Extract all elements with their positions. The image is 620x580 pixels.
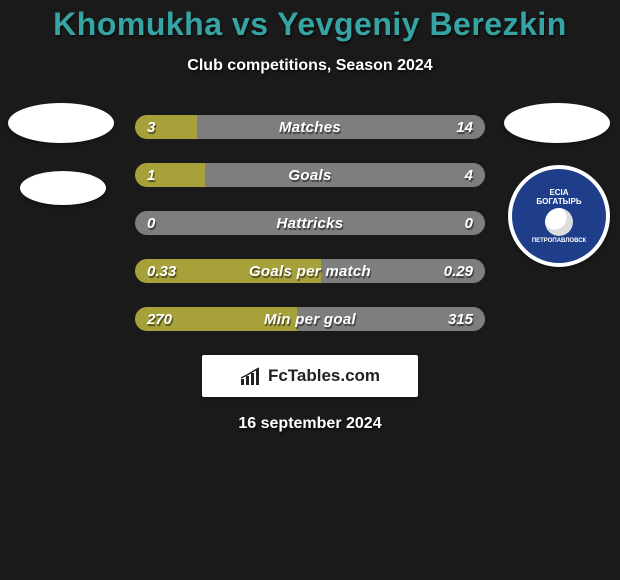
right-ellipse-1 bbox=[504, 103, 610, 143]
attribution-text: FcTables.com bbox=[268, 366, 380, 386]
club-badge: ECIA БОГАТЫРЬ ПЕТРОПАВЛОВСК bbox=[508, 165, 610, 267]
player-right-name: Yevgeniy Berezkin bbox=[277, 6, 567, 42]
comparison-area: 314Matches 14Goals 00Hattricks 0.330.29Goal… bbox=[0, 115, 620, 331]
page-title: Khomukha vs Yevgeniy Berezkin bbox=[0, 0, 620, 43]
player-left-name: Khomukha bbox=[53, 6, 222, 42]
attribution-box: FcTables.com bbox=[202, 355, 418, 397]
stat-row: 270315Min per goal bbox=[135, 307, 485, 331]
stat-label: Hattricks bbox=[135, 211, 485, 235]
stat-row: 314Matches bbox=[135, 115, 485, 139]
club-badge-text-bottom: ПЕТРОПАВЛОВСК bbox=[532, 238, 586, 244]
soccer-ball-icon bbox=[545, 208, 573, 236]
left-ellipse-1 bbox=[8, 103, 114, 143]
bars-rising-icon bbox=[240, 366, 262, 386]
stat-row: 14Goals bbox=[135, 163, 485, 187]
right-side-column: ECIA БОГАТЫРЬ ПЕТРОПАВЛОВСК bbox=[502, 103, 610, 267]
left-side-column bbox=[8, 103, 116, 205]
stat-label: Min per goal bbox=[135, 307, 485, 331]
stat-row: 00Hattricks bbox=[135, 211, 485, 235]
stat-label: Matches bbox=[135, 115, 485, 139]
stat-row: 0.330.29Goals per match bbox=[135, 259, 485, 283]
footer-date: 16 september 2024 bbox=[0, 415, 620, 433]
vs-separator: vs bbox=[232, 6, 277, 42]
comparison-bars: 314Matches 14Goals 00Hattricks 0.330.29Goal… bbox=[135, 115, 485, 331]
stat-label: Goals per match bbox=[135, 259, 485, 283]
club-badge-text-top: ECIA bbox=[549, 188, 568, 197]
subtitle: Club competitions, Season 2024 bbox=[0, 57, 620, 75]
left-ellipse-2 bbox=[20, 171, 106, 205]
club-badge-text-mid: БОГАТЫРЬ bbox=[536, 197, 581, 206]
stat-label: Goals bbox=[135, 163, 485, 187]
